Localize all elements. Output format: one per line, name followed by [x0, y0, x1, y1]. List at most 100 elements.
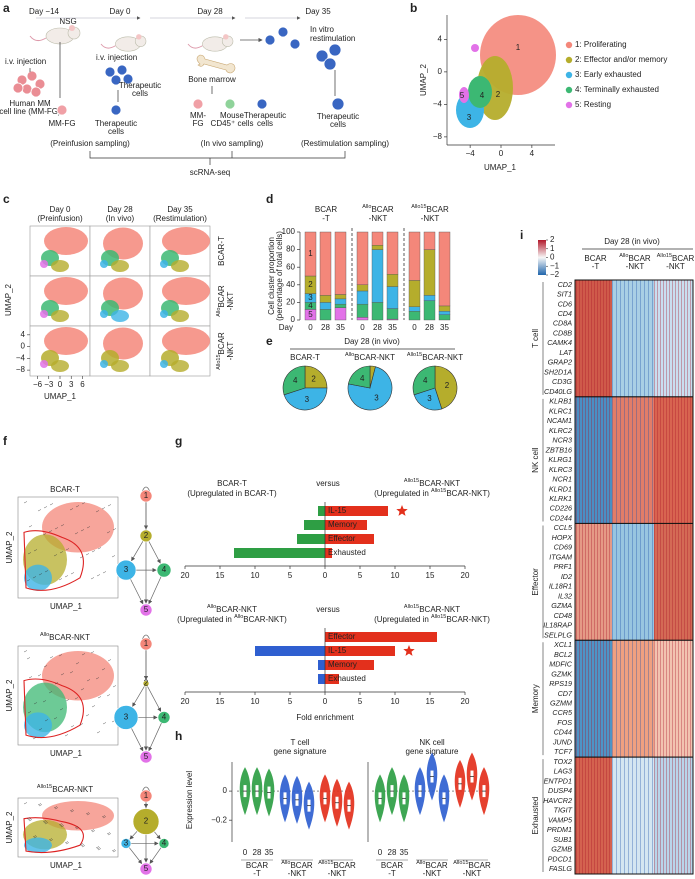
x-tick-label: 28	[373, 323, 382, 332]
text-part: BCAR	[425, 861, 447, 870]
gene-label: IL18R1	[549, 582, 572, 591]
velocity-arrow	[90, 577, 95, 580]
gene-label: CCR5	[552, 708, 573, 717]
trajectory-outline	[23, 817, 84, 854]
x-tick-label: 35	[440, 323, 449, 332]
cell	[12, 82, 24, 94]
label: BCAR	[315, 205, 337, 214]
cell	[277, 26, 289, 38]
gene-label: DUSP4	[548, 786, 572, 795]
mouse-icon	[187, 34, 234, 52]
velocity-arrow	[79, 556, 84, 559]
cell	[21, 83, 33, 95]
heatmap-texture	[654, 396, 693, 524]
velocity-arrow	[96, 731, 101, 734]
velocity-arrow	[69, 508, 74, 511]
velocity-arrow	[27, 818, 32, 821]
bar-segment	[423, 249, 436, 296]
label: cells	[257, 119, 273, 128]
superscript: Allo	[40, 632, 49, 638]
text-part: BCAR	[246, 861, 268, 870]
bar-segment	[438, 311, 451, 315]
velocity-arrow	[97, 696, 102, 699]
tick-label: −6	[33, 380, 43, 389]
bar-segment	[408, 231, 421, 281]
text-part: BCAR-NKT	[354, 353, 395, 362]
velocity-arrow	[106, 832, 111, 835]
label: BCAR-T	[217, 479, 247, 488]
velocity-arrow	[75, 505, 80, 508]
self-loop	[141, 486, 151, 493]
velocity-arrow	[58, 578, 63, 581]
node-label: 3	[124, 713, 129, 722]
network-node	[157, 711, 171, 724]
label: FG	[192, 119, 203, 128]
node-label: 2	[144, 679, 149, 688]
panel-letter: g	[175, 434, 182, 448]
text-part: BCAR	[290, 861, 312, 870]
gene-label: CD2	[558, 280, 572, 289]
network-node	[139, 603, 153, 617]
label: Allo15BCAR	[411, 204, 449, 214]
tick-label: 20	[461, 571, 470, 580]
bar-segment	[386, 274, 399, 287]
superscript: Allo	[619, 253, 628, 259]
cell	[323, 57, 337, 71]
velocity-arrow	[111, 849, 116, 852]
heatmap-texture	[654, 523, 693, 641]
network-node	[113, 705, 139, 730]
bar-segment	[408, 306, 421, 312]
label: Allo15BCAR	[657, 253, 695, 263]
cell	[116, 64, 128, 76]
text-part: -NKT	[626, 262, 645, 271]
label: gene signature	[406, 747, 459, 756]
bar	[325, 674, 339, 684]
network-node	[142, 680, 150, 687]
bar-segment	[319, 302, 332, 310]
bar	[255, 646, 325, 656]
x-tick-label: 35	[400, 848, 409, 857]
node-label: 2	[144, 817, 149, 826]
segment-label: 3	[308, 293, 313, 302]
text-part: -NKT	[666, 262, 685, 271]
bar-segment	[371, 231, 384, 246]
network-node	[132, 808, 160, 835]
pie-slice	[434, 365, 458, 410]
node-label: 5	[144, 752, 149, 761]
gene-label: GZMB	[551, 845, 572, 854]
velocity-arrow	[53, 806, 58, 809]
velocity-arrow	[106, 531, 111, 534]
velocity-arrow	[59, 708, 64, 711]
bar-segment	[386, 231, 399, 275]
label: restimulation	[310, 34, 355, 43]
text-part: -NKT	[369, 214, 388, 223]
label: Human MM	[9, 99, 51, 108]
label: versus	[316, 479, 340, 488]
label: -NKT	[666, 262, 685, 271]
group-label: NK cell	[531, 447, 540, 473]
label: Day −14	[29, 7, 60, 16]
segment-label: 5	[308, 310, 313, 319]
gene-label: JUND	[552, 737, 572, 746]
cell	[264, 34, 276, 46]
slice-label: 3	[374, 393, 379, 402]
tick-label: 15	[216, 697, 225, 706]
velocity-arrow	[86, 679, 91, 682]
velocity-arrow	[95, 846, 100, 849]
gene-label: SH2D1A	[544, 367, 572, 376]
velocity-arrow	[49, 503, 54, 506]
tick-label: 0	[499, 149, 504, 158]
bar	[318, 660, 325, 670]
tick-label: 2	[550, 235, 555, 244]
bar	[304, 520, 325, 530]
gene-label: IL18RAP	[543, 621, 572, 630]
label: -NKT	[369, 214, 388, 223]
bar-segment	[356, 284, 369, 292]
tick-label: 10	[251, 571, 260, 580]
tick-label: 0	[550, 253, 555, 262]
velocity-arrow	[96, 847, 101, 850]
label: (Preinfusion)	[37, 214, 83, 223]
bar-segment	[371, 244, 384, 250]
gene-label: NCR1	[552, 475, 572, 484]
velocity-arrow	[75, 827, 80, 830]
